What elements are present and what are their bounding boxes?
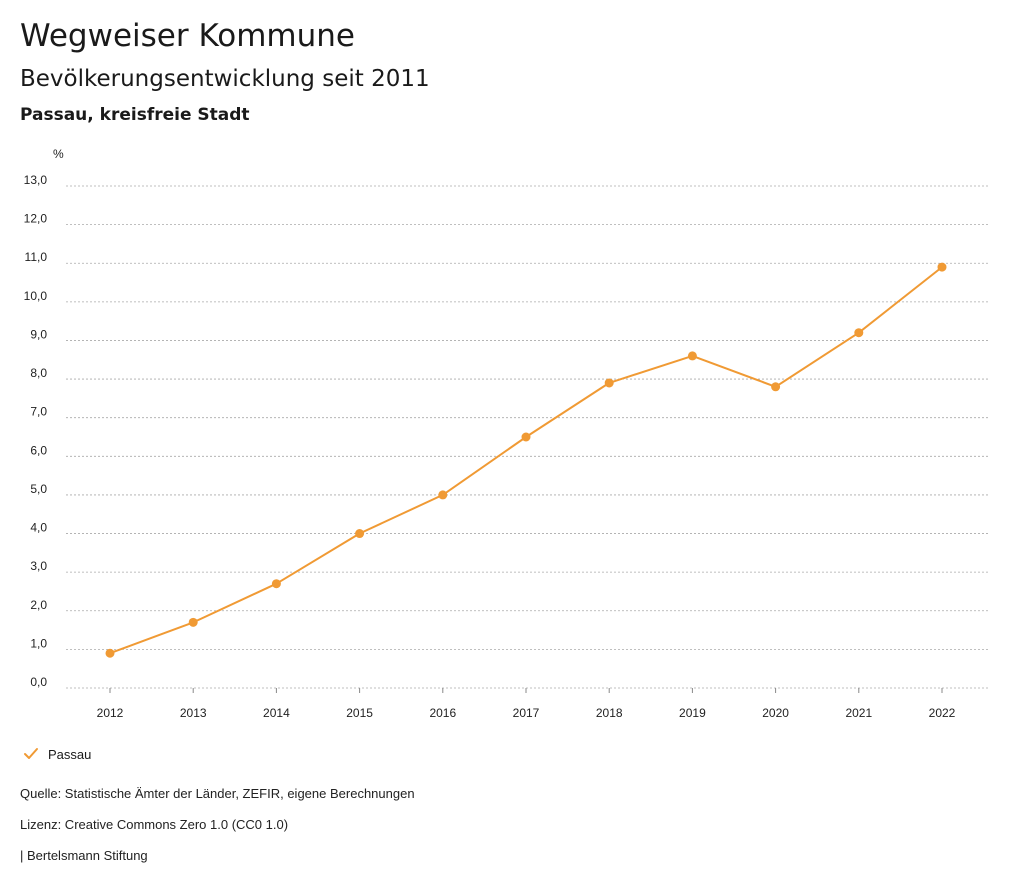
y-tick-label: 13,0 xyxy=(24,173,48,187)
x-tick-label: 2022 xyxy=(929,706,956,720)
y-tick-label: 1,0 xyxy=(30,636,47,650)
data-point xyxy=(937,262,947,272)
data-point xyxy=(355,529,365,539)
data-point xyxy=(604,378,614,388)
data-point xyxy=(188,617,198,627)
data-point xyxy=(687,351,697,361)
data-point xyxy=(771,382,781,392)
brand-text: | Bertelsmann Stiftung xyxy=(20,848,148,863)
data-point xyxy=(271,579,281,589)
y-tick-label: 12,0 xyxy=(24,212,48,226)
y-tick-label: 10,0 xyxy=(24,289,48,303)
y-tick-label: 7,0 xyxy=(30,405,47,419)
x-tick-label: 2021 xyxy=(845,706,872,720)
data-point xyxy=(105,648,115,658)
x-tick-label: 2017 xyxy=(513,706,540,720)
chart-title: Wegweiser Kommune xyxy=(20,18,355,54)
y-tick-label: 9,0 xyxy=(30,327,47,341)
y-axis-unit-label: % xyxy=(53,147,64,161)
x-tick-label: 2016 xyxy=(429,706,456,720)
x-tick-label: 2015 xyxy=(346,706,373,720)
y-tick-label: 0,0 xyxy=(30,675,47,689)
data-point xyxy=(521,432,531,442)
checkmark-icon xyxy=(24,748,38,759)
y-tick-label: 6,0 xyxy=(30,443,47,457)
data-point xyxy=(854,328,864,338)
x-tick-label: 2018 xyxy=(596,706,623,720)
x-tick-label: 2014 xyxy=(263,706,290,720)
x-tick-label: 2020 xyxy=(762,706,789,720)
source-text: Quelle: Statistische Ämter der Länder, Z… xyxy=(20,786,415,801)
x-tick-label: 2019 xyxy=(679,706,706,720)
legend-label: Passau xyxy=(48,746,92,762)
license-text: Lizenz: Creative Commons Zero 1.0 (CC0 1… xyxy=(20,817,289,832)
y-tick-label: 3,0 xyxy=(30,559,47,573)
region-label: Passau, kreisfreie Stadt xyxy=(20,105,250,125)
y-tick-label: 11,0 xyxy=(25,250,48,264)
y-tick-label: 5,0 xyxy=(30,482,47,496)
legend-item-passau[interactable]: Passau xyxy=(22,745,91,763)
x-tick-label: 2013 xyxy=(180,706,207,720)
y-tick-label: 2,0 xyxy=(30,598,47,612)
y-tick-label: 4,0 xyxy=(30,521,47,535)
y-tick-label: 8,0 xyxy=(30,366,47,380)
data-point xyxy=(438,490,448,500)
x-tick-label: 2012 xyxy=(97,706,124,720)
line-chart: % 0,0 1,0 2,0 3,0 4,0 5,0 6,0 7,0 8,0 9,0 10,0 11,0 1… xyxy=(24,147,990,720)
series-line-passau xyxy=(109,266,943,655)
chart-subtitle: Bevölkerungsentwicklung seit 2011 xyxy=(20,66,430,92)
